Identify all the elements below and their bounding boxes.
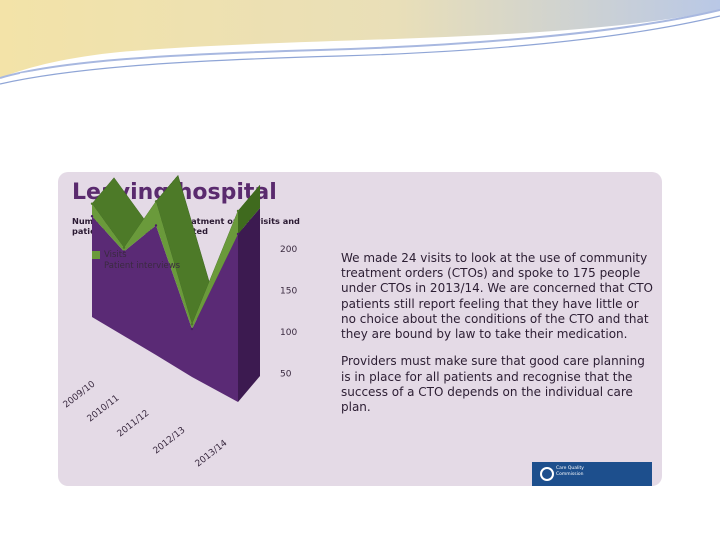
y-tick-label: 100	[280, 328, 297, 338]
data-point-visits	[90, 202, 94, 205]
data-point-visits	[190, 323, 194, 326]
cqc-logo-icon	[540, 467, 554, 481]
top-banner	[0, 0, 720, 85]
x-tick-label: 2011/12	[116, 408, 152, 439]
legend-label-patient-interviews: Patient interviews	[104, 260, 181, 271]
x-tick-label: 2013/14	[194, 438, 230, 469]
y-tick-label: 50	[280, 370, 292, 380]
y-tick-label: 200	[280, 245, 297, 255]
data-point-visits	[122, 246, 126, 249]
cqc-logo-bar: Care Quality Commission	[532, 462, 652, 486]
legend-swatch-visits	[92, 250, 100, 259]
body-text: We made 24 visits to look at the use of …	[341, 251, 653, 427]
infographic-card: Leaving hospital Number of community tre…	[58, 172, 662, 486]
chart-legend: Visits Patient interviews	[92, 249, 180, 271]
legend-item-visits: Visits	[92, 249, 180, 260]
data-point-interviews	[122, 250, 126, 253]
data-point-visits	[236, 209, 240, 213]
data-point-interviews	[236, 232, 240, 236]
cqc-logo-text: Care Quality Commission	[556, 466, 584, 477]
visits-end-cap	[238, 185, 260, 234]
legend-label-visits: Visits	[104, 249, 127, 260]
legend-item-patient-interviews: Patient interviews	[92, 260, 180, 271]
data-point-interviews	[90, 215, 94, 218]
x-tick-label: 2010/11	[86, 393, 122, 424]
series-interviews-area	[92, 216, 238, 402]
data-point-visits	[154, 200, 158, 203]
data-point-interviews	[154, 224, 158, 227]
interviews-end-cap	[238, 208, 260, 402]
body-paragraph-1: We made 24 visits to look at the use of …	[341, 251, 653, 342]
data-point-interviews	[190, 327, 194, 331]
legend-swatch-patient-interviews	[92, 261, 100, 270]
body-paragraph-2: Providers must make sure that good care …	[341, 354, 645, 415]
y-tick-label: 150	[280, 287, 297, 297]
x-tick-label: 2012/13	[152, 425, 188, 456]
x-tick-label: 2009/10	[62, 379, 98, 410]
